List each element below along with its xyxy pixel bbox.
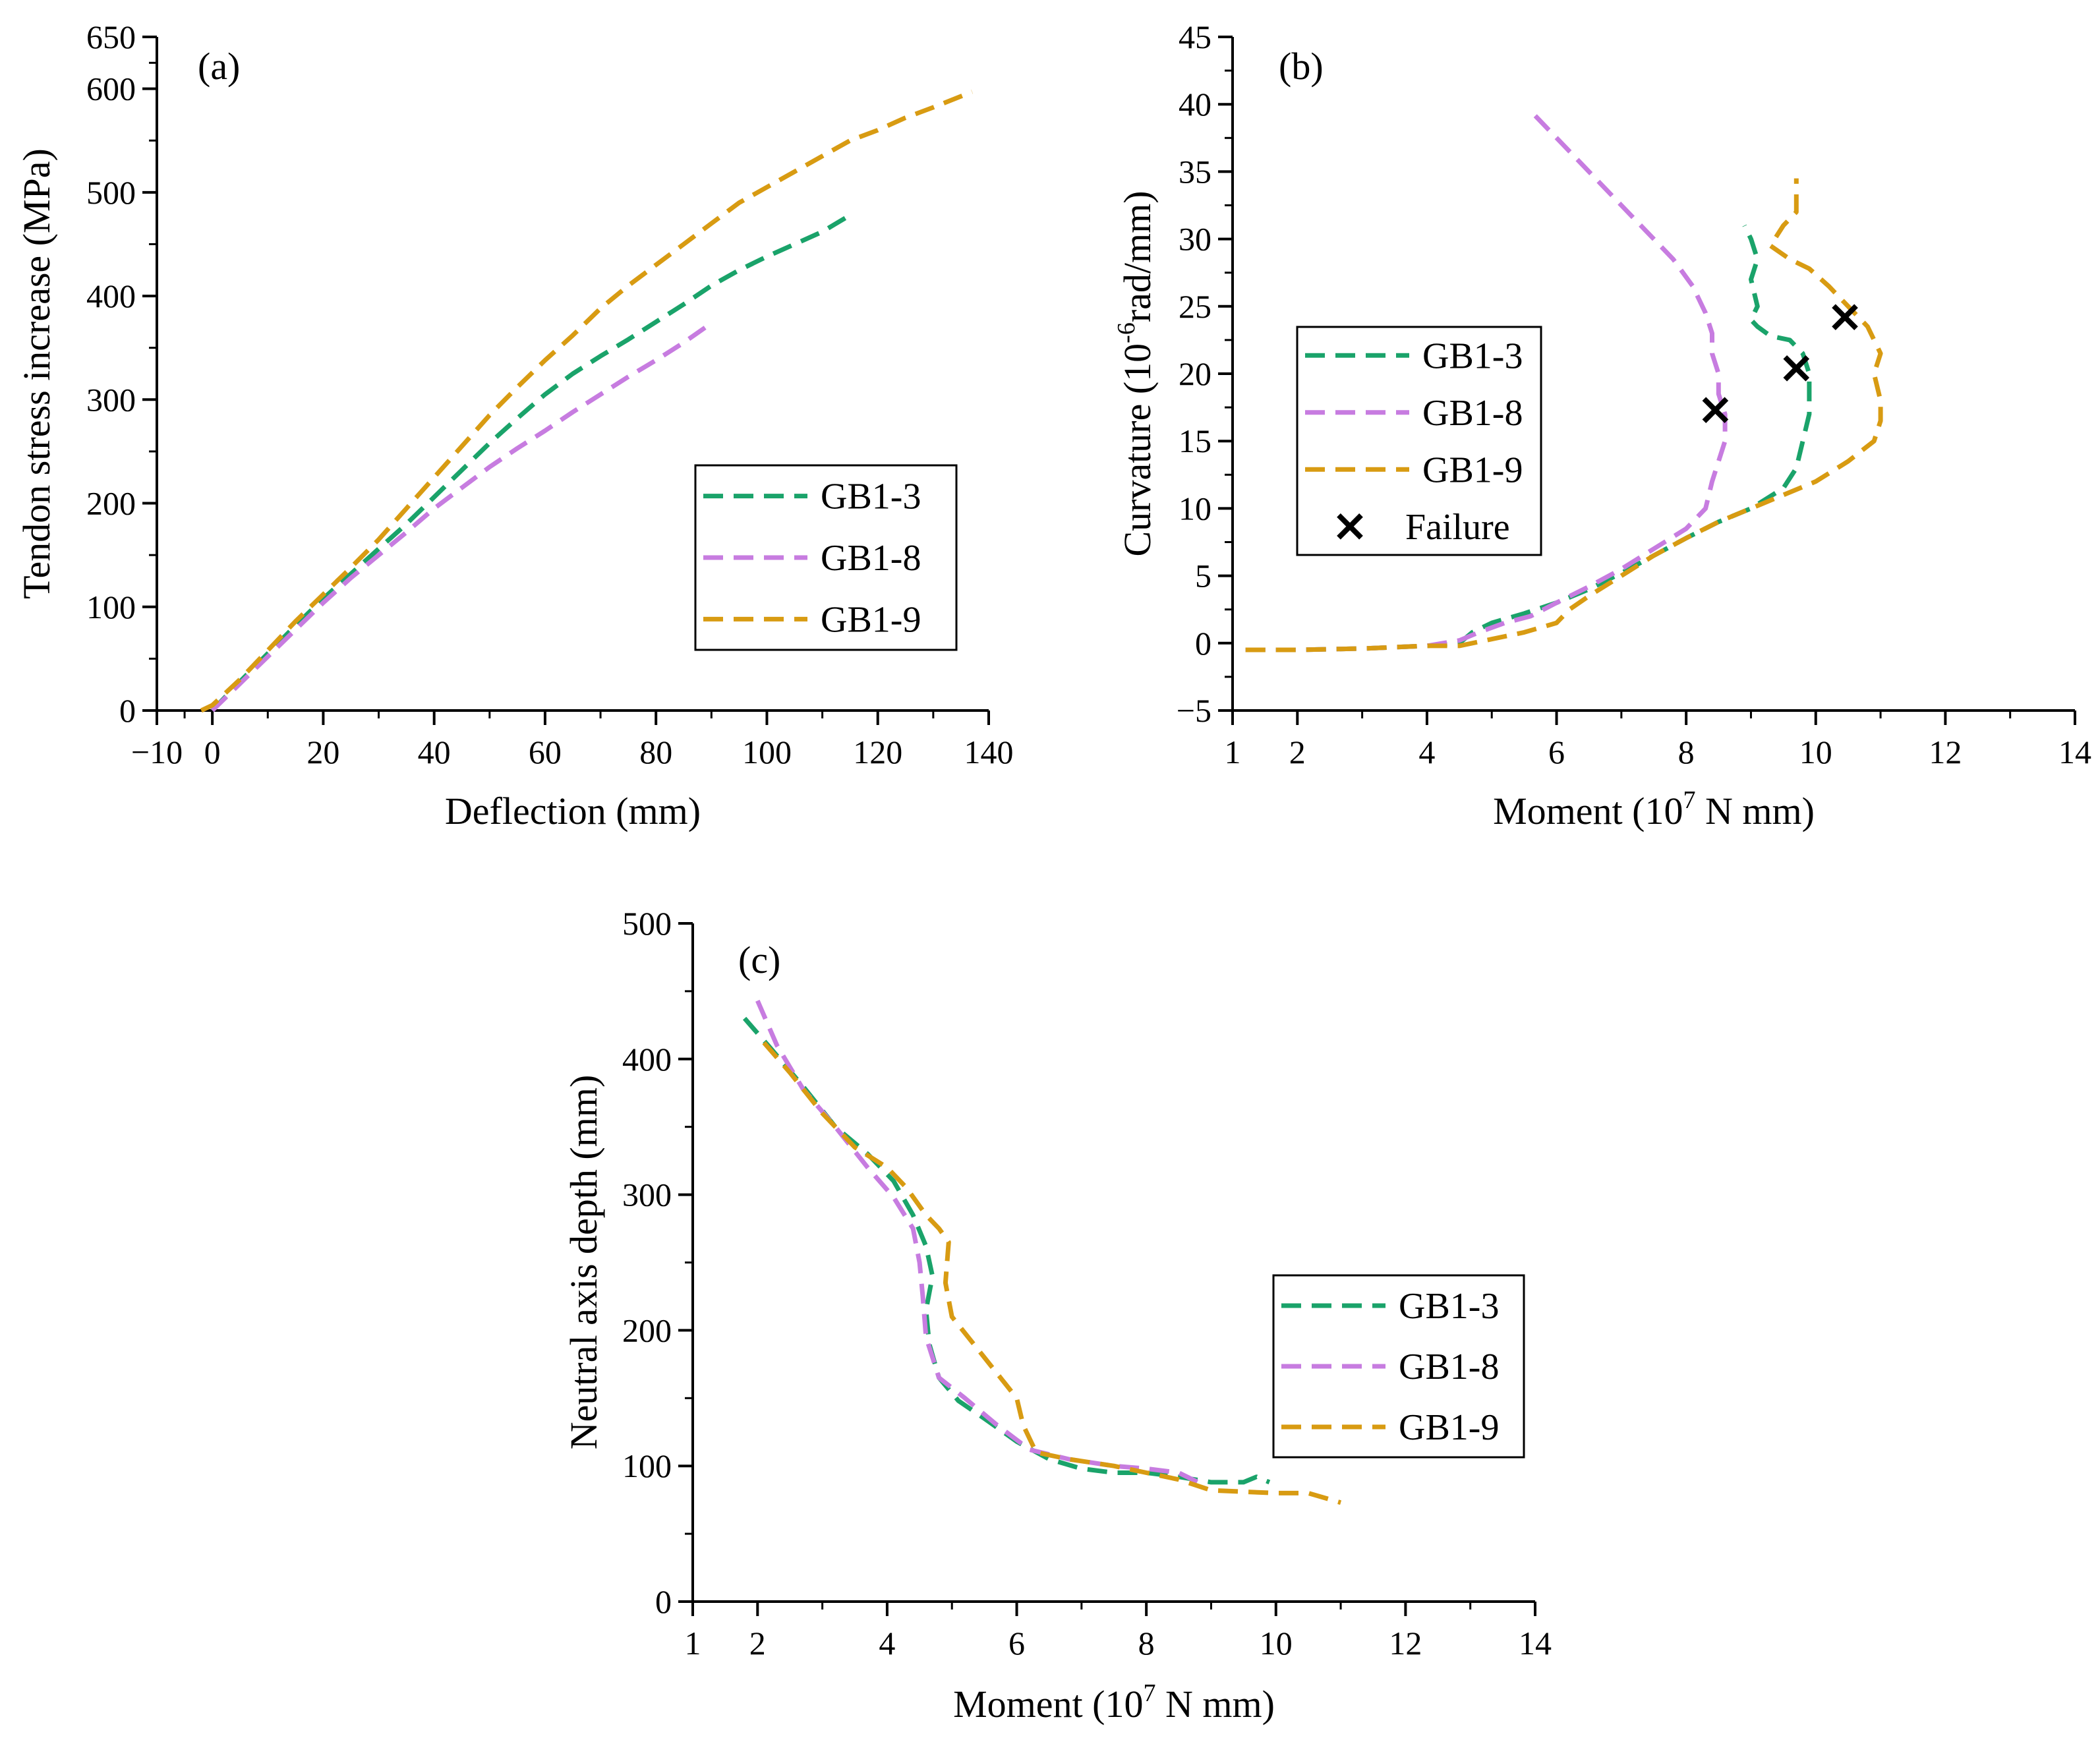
legend-swatch-failure xyxy=(1337,513,1363,540)
x-tick-label: 80 xyxy=(639,734,672,770)
x-tick-label: 8 xyxy=(1678,734,1695,770)
y-tick-label: 25 xyxy=(1179,288,1211,325)
series-line-gb1-8 xyxy=(755,999,1200,1485)
failure-marker-stroke xyxy=(1832,304,1858,330)
y-tick-label: 300 xyxy=(86,381,136,418)
legend: GB1-3 GB1-8 GB1-9 xyxy=(1272,1274,1525,1459)
y-tick-label: 40 xyxy=(1179,86,1211,123)
failure-marker-stroke xyxy=(1702,397,1729,424)
legend: GB1-3 GB1-8 GB1-9 Failure xyxy=(1296,326,1542,556)
x-tick-label: 4 xyxy=(1418,734,1435,770)
series-line-gb1-9 xyxy=(762,1041,1342,1505)
x-tick-label: 6 xyxy=(1548,734,1565,770)
x-tick-label: 2 xyxy=(1289,734,1306,770)
x-tick-label: 60 xyxy=(529,734,562,770)
legend-label: GB1-8 xyxy=(1422,393,1523,434)
panel-label: (c) xyxy=(738,939,780,981)
x-axis-title-tail: N mm) xyxy=(1155,1683,1274,1726)
series-line-gb1-3 xyxy=(210,213,852,712)
y-tick-label: 20 xyxy=(1179,355,1211,392)
x-axis-title: Moment (107 N mm) xyxy=(1493,786,1815,832)
x-axis-title-tail: N mm) xyxy=(1695,790,1814,832)
failure-marker xyxy=(1702,397,1729,424)
legend-label: GB1-9 xyxy=(821,599,921,640)
x-tick-label: 6 xyxy=(1008,1625,1025,1662)
y-tick-label: 200 xyxy=(622,1312,672,1348)
y-tick-label: 30 xyxy=(1179,221,1211,258)
x-tick-label: 8 xyxy=(1138,1625,1155,1662)
y-tick-label: 500 xyxy=(86,174,136,211)
y-tick-label: 0 xyxy=(655,1583,672,1620)
failure-marker xyxy=(1832,304,1858,330)
y-tick-label: −5 xyxy=(1177,692,1211,729)
y-axis-title: Curvature (10-6rad/mm) xyxy=(1113,190,1159,556)
y-tick-label: 5 xyxy=(1195,558,1211,594)
x-tick-label: 12 xyxy=(1929,734,1962,770)
y-tick-label: 600 xyxy=(86,71,136,107)
y-tick-label: 200 xyxy=(86,485,136,522)
x-tick-label: 14 xyxy=(2058,734,2091,770)
legend-label: GB1-3 xyxy=(1399,1286,1499,1327)
legend-label: GB1-3 xyxy=(821,477,921,517)
legend-label: GB1-8 xyxy=(821,538,921,579)
x-axis-title-superscript: 7 xyxy=(1683,786,1695,814)
legend-label-failure: Failure xyxy=(1405,507,1510,548)
panel-a-chart: −10 0 20 40 60 80 100 120 140 0 100 200 300 400 500 600… xyxy=(15,18,1014,832)
series-line-gb1-3 xyxy=(742,1016,1271,1485)
series-line-gb1-8 xyxy=(1245,109,1728,652)
legend-label: GB1-8 xyxy=(1399,1347,1499,1387)
x-tick-label: 4 xyxy=(879,1625,895,1662)
x-tick-label: 100 xyxy=(742,734,792,770)
panel-b-chart: 1 2 4 6 8 10 12 14−5051015202530354045(b)Moment… xyxy=(1113,18,2091,832)
panel-label: (a) xyxy=(198,45,240,88)
y-tick-label: 300 xyxy=(622,1176,672,1213)
failure-marker-stroke xyxy=(1783,355,1810,382)
y-tick-label: 500 xyxy=(622,905,672,942)
x-tick-label: 0 xyxy=(204,734,221,770)
y-tick-label: 400 xyxy=(86,277,136,314)
x-tick-label: 40 xyxy=(418,734,451,770)
series-line-gb1-9 xyxy=(1245,178,1883,652)
x-axis-title: Moment (107 N mm) xyxy=(953,1679,1275,1726)
y-tick-label: 0 xyxy=(119,692,136,729)
y-axis-title: Neutral axis depth (mm) xyxy=(562,1075,605,1450)
series-line-gb1-9 xyxy=(200,90,974,713)
x-tick-label: 1 xyxy=(1225,734,1241,770)
y-tick-label: 400 xyxy=(622,1041,672,1078)
x-tick-label: −10 xyxy=(131,734,183,770)
y-tick-label: 100 xyxy=(622,1447,672,1484)
y-tick-label: 650 xyxy=(86,18,136,55)
y-tick-label: 45 xyxy=(1179,18,1211,55)
x-tick-label: 2 xyxy=(749,1625,766,1662)
y-axis-title-tail: rad/mm) xyxy=(1116,190,1159,322)
x-tick-label: 1 xyxy=(685,1625,701,1662)
x-tick-label: 20 xyxy=(306,734,339,770)
y-axis-title-superscript: -6 xyxy=(1113,322,1140,343)
y-tick-label: 10 xyxy=(1179,490,1211,527)
series-line-gb1-8 xyxy=(210,325,707,712)
y-tick-label: 15 xyxy=(1179,422,1211,459)
failure-marker xyxy=(1783,355,1810,382)
y-tick-label: 35 xyxy=(1179,153,1211,190)
x-tick-label: 120 xyxy=(853,734,902,770)
legend: GB1-3 GB1-8 GB1-9 xyxy=(694,464,958,651)
legend-label: GB1-3 xyxy=(1422,335,1523,376)
x-tick-label: 10 xyxy=(1260,1625,1293,1662)
y-tick-label: 100 xyxy=(86,589,136,625)
legend-label: GB1-9 xyxy=(1399,1407,1499,1448)
x-tick-label: 14 xyxy=(1519,1625,1552,1662)
x-tick-label: 10 xyxy=(1799,734,1832,770)
x-tick-label: 12 xyxy=(1389,1625,1422,1662)
x-axis-title-superscript: 7 xyxy=(1143,1679,1155,1707)
failure-marker-stroke xyxy=(1337,513,1363,540)
x-axis-title: Deflection (mm) xyxy=(445,790,701,832)
y-tick-label: 0 xyxy=(1195,625,1211,662)
panel-label: (b) xyxy=(1279,45,1324,88)
legend-label: GB1-9 xyxy=(1422,450,1523,490)
x-tick-label: 140 xyxy=(964,734,1014,770)
y-axis-title: Tendon stress increase (MPa) xyxy=(15,148,58,599)
